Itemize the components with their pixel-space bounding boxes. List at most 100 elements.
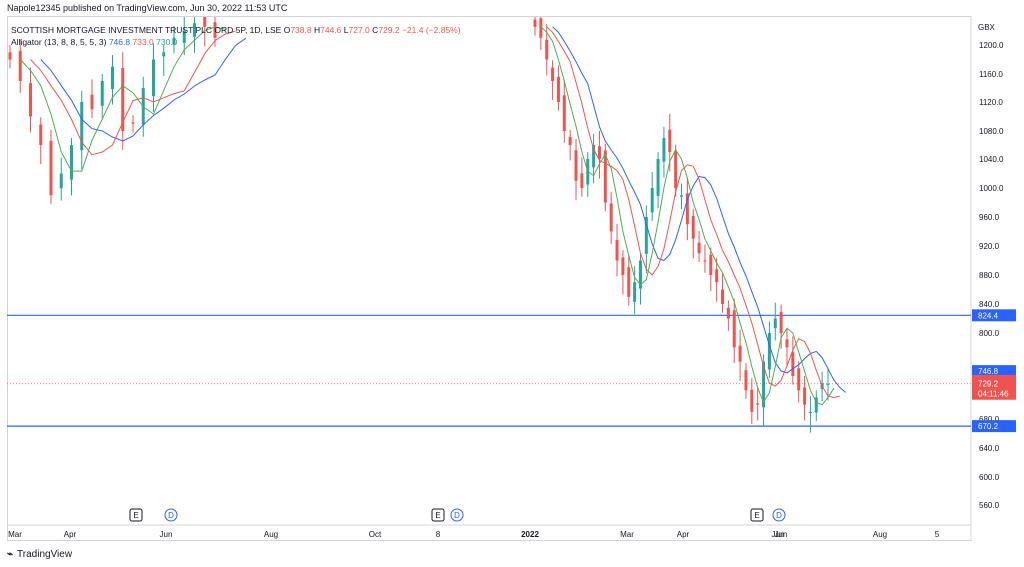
- candle-body: [59, 173, 63, 189]
- jaw-badge: [972, 365, 1016, 378]
- candle-body: [685, 193, 689, 225]
- candle-body: [697, 242, 701, 254]
- close-value: 729.2: [378, 25, 400, 35]
- x-tick-label: Mar: [620, 530, 634, 539]
- alligator-jaw-line: [552, 26, 846, 393]
- candle-body: [100, 81, 104, 106]
- upper-level-badge: [972, 309, 1016, 322]
- candle-body: [826, 383, 830, 385]
- lower-level-badge-text: 670.2: [978, 422, 999, 431]
- candle-body: [29, 83, 32, 117]
- alligator-teeth-line: [546, 26, 840, 399]
- earnings-marker-icon: [129, 508, 143, 522]
- candle-body: [152, 59, 155, 97]
- candle-body: [615, 239, 619, 261]
- candle-body: [131, 122, 135, 124]
- x-tick-label: Aug: [873, 530, 887, 539]
- x-tick-label: Jun: [772, 530, 785, 539]
- candle-body: [715, 269, 719, 283]
- x-tick-label: Jun: [775, 530, 788, 539]
- earnings-marker-icon: [431, 508, 445, 522]
- x-tick-label: Apr: [677, 530, 690, 539]
- x-tick-label: 2022: [521, 530, 539, 539]
- alligator-lips-line: [19, 26, 226, 172]
- tradingview-logo-icon: ⌁: [7, 549, 14, 560]
- candle-body: [545, 39, 549, 60]
- y-tick-label: 960.0: [979, 213, 1000, 222]
- candle-body: [18, 50, 22, 81]
- y-tick-label: 560.0: [979, 501, 1000, 510]
- alligator-row: Alligator (13, 8, 8, 5, 5, 3) 746.8 733.…: [11, 36, 461, 48]
- candle-body: [744, 370, 748, 391]
- candle-body: [603, 150, 607, 203]
- y-tick-label: 1200.0: [979, 41, 1004, 50]
- low-value: 727.0: [348, 25, 370, 35]
- candle-body: [597, 146, 601, 159]
- lower-level-badge: [972, 420, 1016, 433]
- change-value: −21.4 (−2.85%): [401, 25, 461, 35]
- candle-body: [732, 310, 736, 348]
- alligator-lips-line: [540, 26, 835, 406]
- candle-body: [721, 289, 725, 304]
- dividend-marker-icon: [164, 508, 178, 522]
- candle-body: [162, 52, 166, 57]
- candle-body: [533, 19, 537, 27]
- footer-brand[interactable]: ⌁ TradingView: [7, 549, 72, 560]
- candle-body: [803, 387, 807, 405]
- candle-body: [726, 307, 730, 319]
- dividend-marker-icon: [450, 508, 464, 522]
- jaw-badge-text: 746.8: [978, 367, 999, 376]
- earnings-marker-icon: [750, 508, 764, 522]
- candle-body: [121, 68, 125, 131]
- candle-body: [182, 30, 186, 43]
- currency-label: GBX: [978, 23, 996, 32]
- candle-body: [556, 76, 560, 102]
- candle-body: [668, 129, 672, 152]
- candle-body: [70, 145, 73, 180]
- candle-body: [213, 22, 217, 38]
- candle-body: [767, 333, 771, 370]
- y-tick-label: 680.0: [979, 415, 1000, 424]
- high-label: H: [313, 25, 321, 35]
- candle-body: [650, 188, 654, 213]
- x-tick-label: Jun: [160, 530, 173, 539]
- alligator-teeth-value: 733.0: [132, 37, 154, 47]
- candle-body: [785, 339, 789, 348]
- candle-body: [562, 95, 566, 131]
- event-marker-label: D: [776, 511, 782, 520]
- candle-body: [172, 37, 176, 45]
- candle-body: [814, 397, 818, 413]
- publish-info: Napole12345 published on TradingView.com…: [7, 3, 288, 13]
- candle-body: [644, 217, 648, 254]
- candle-body: [773, 318, 777, 329]
- candle-body: [779, 311, 783, 333]
- candle-body: [203, 17, 207, 27]
- y-tick-label: 840.0: [979, 300, 1000, 309]
- candle-body: [638, 260, 642, 289]
- chart-frame: [7, 16, 971, 541]
- event-marker-label: E: [133, 511, 138, 520]
- close-badge: [972, 377, 1016, 400]
- x-tick-label: Oct: [369, 530, 382, 539]
- candle-body: [680, 195, 683, 197]
- candle-body: [627, 267, 631, 297]
- event-marker-label: E: [435, 511, 440, 520]
- y-tick-label: 1040.0: [979, 155, 1004, 164]
- y-tick-label: 920.0: [979, 242, 1000, 251]
- candle-body: [750, 389, 754, 412]
- candle-body: [49, 140, 53, 196]
- alligator-jaw-value: 746.8: [108, 37, 131, 47]
- candle-body: [756, 403, 760, 405]
- candle-body: [808, 411, 812, 414]
- y-tick-label: 600.0: [979, 473, 1000, 482]
- event-marker-label: E: [754, 511, 759, 520]
- candle-body: [621, 257, 625, 275]
- candle-body: [568, 136, 572, 145]
- high-value: 744.6: [320, 25, 342, 35]
- x-tick-label: Aug: [264, 530, 278, 539]
- candle-body: [8, 52, 12, 60]
- symbol-row: SCOTTISH MORTGAGE INVESTMENT TRUST PLC O…: [11, 24, 461, 36]
- y-tick-label: 640.0: [979, 444, 1000, 453]
- x-tick-label: Apr: [64, 530, 77, 539]
